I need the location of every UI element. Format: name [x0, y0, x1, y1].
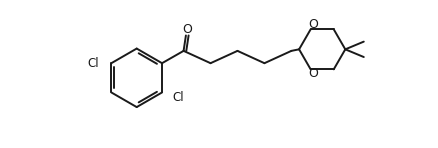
Text: O: O [308, 18, 318, 31]
Text: O: O [182, 23, 192, 36]
Text: O: O [308, 67, 318, 81]
Text: Cl: Cl [173, 91, 184, 104]
Text: Cl: Cl [88, 57, 99, 70]
